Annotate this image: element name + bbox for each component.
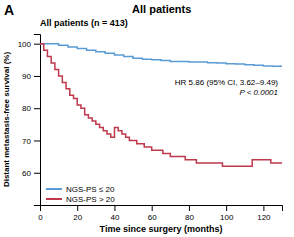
legend-swatch	[46, 198, 62, 200]
annotation: HR 5.86 (95% CI, 3.62–9.49)	[175, 78, 279, 87]
x-tick: 20	[73, 205, 82, 222]
y-axis-title: Distant metastasis-free survival (%)	[2, 52, 11, 188]
x-tick-label: 60	[148, 213, 157, 222]
y-axis-line	[34, 35, 41, 206]
y-tick: 90	[22, 72, 40, 81]
x-tick-label: 120	[257, 213, 271, 222]
y-tick-mark	[34, 108, 40, 109]
x-tick-mark	[114, 205, 115, 211]
survival-curve	[40, 44, 282, 167]
x-tick-label: 20	[73, 213, 82, 222]
y-tick-mark	[34, 76, 40, 77]
x-axis: 0 20 40 60 80 100 120	[38, 205, 282, 222]
survival-curve	[40, 44, 282, 67]
title: All patients	[132, 3, 191, 15]
legend-swatch	[46, 188, 62, 190]
y-tick: 80	[22, 104, 40, 113]
x-tick-mark	[152, 205, 153, 211]
x-tick-label: 0	[38, 213, 43, 222]
y-tick-label: 80	[22, 104, 31, 113]
x-axis-line	[41, 206, 283, 212]
legend-label: NGS-PS ≤ 20	[66, 185, 115, 194]
x-tick-mark	[263, 205, 264, 211]
panel-label: A	[4, 2, 14, 18]
subtitle: All patients (n = 413)	[40, 18, 128, 28]
x-tick: 80	[185, 205, 194, 222]
y-tick-label: 100	[18, 40, 32, 49]
annotations: HR 5.86 (95% CI, 3.62–9.49)P < 0.0001	[175, 78, 279, 97]
x-tick: 120	[257, 205, 271, 222]
y-tick-mark	[34, 173, 40, 174]
x-tick-mark	[189, 205, 190, 211]
x-tick: 100	[220, 205, 234, 222]
chart: A All patients All patients (n = 413) 0 20 40…	[0, 0, 294, 237]
x-tick-mark	[226, 205, 227, 211]
legend-label: NGS-PS > 20	[66, 195, 115, 204]
annotation: P < 0.0001	[239, 88, 278, 97]
y-tick-mark	[34, 44, 40, 45]
series-group	[40, 44, 282, 167]
x-tick: 0	[38, 205, 43, 222]
y-tick-label: 60	[22, 169, 31, 178]
y-tick-mark	[34, 140, 40, 141]
x-tick-label: 40	[111, 213, 120, 222]
y-axis: 60 70 80 90 100	[18, 35, 41, 206]
y-tick: 100	[18, 40, 40, 49]
y-tick: 70	[22, 137, 40, 146]
legend: NGS-PS ≤ 20NGS-PS > 20	[46, 185, 115, 204]
x-tick-label: 80	[185, 213, 194, 222]
plot-area: 0 20 40 60 80 100 120 60 70 80 90 100 HR 5.86 (95% C…	[18, 35, 283, 222]
y-tick-label: 70	[22, 137, 31, 146]
x-tick-label: 100	[220, 213, 234, 222]
x-tick: 60	[148, 205, 157, 222]
y-tick: 60	[22, 169, 40, 178]
x-tick: 40	[111, 205, 120, 222]
y-tick-label: 90	[22, 72, 31, 81]
x-axis-title: Time since surgery (months)	[100, 224, 223, 234]
x-tick-mark	[77, 205, 78, 211]
